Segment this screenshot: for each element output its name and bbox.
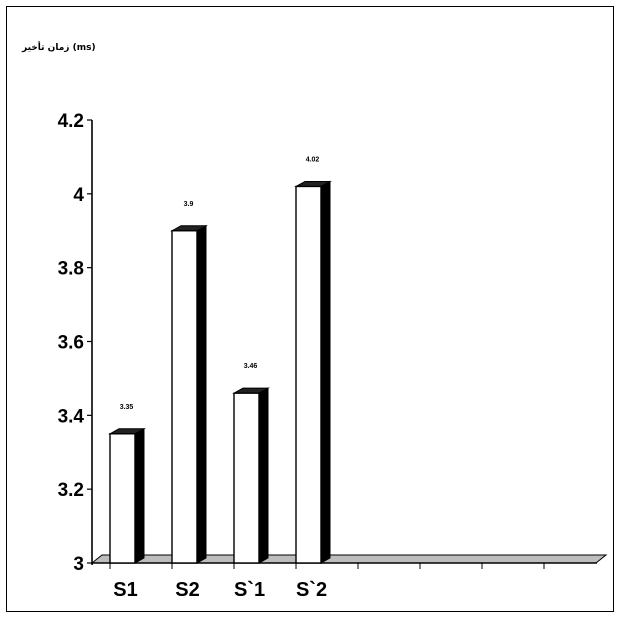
x-tick-label: S1 <box>113 579 137 601</box>
bar-S`1 <box>232 387 270 564</box>
chart-floor <box>90 554 608 564</box>
axes <box>90 120 608 569</box>
x-tick-label: S`2 <box>296 579 327 601</box>
x-tick-label: S2 <box>175 579 199 601</box>
y-axis-label: زمان تأخير (ms) <box>21 41 96 53</box>
data-labels: 3.35 3.9 3.46 4.02 <box>120 156 320 410</box>
bar-side <box>258 387 269 564</box>
bars <box>108 180 332 564</box>
bar-front <box>295 185 322 564</box>
bar-S2 <box>170 224 208 564</box>
data-label: 3.35 <box>120 404 134 411</box>
bar-side <box>134 427 145 564</box>
bar-S1 <box>108 427 146 564</box>
data-label: 4.02 <box>306 156 320 163</box>
y-tick-label: 3.4 <box>58 406 85 427</box>
bar-side <box>320 180 331 564</box>
chart-frame <box>6 6 614 612</box>
y-tick-label: 4 <box>73 185 84 206</box>
y-tick-label: 3 <box>73 554 84 575</box>
data-label: 3.9 <box>184 201 194 208</box>
y-tick-label: 3.8 <box>58 259 84 280</box>
bar-S`2 <box>294 180 332 564</box>
x-ticks: S1 S2 S`1 S`2 <box>113 579 327 601</box>
bar-front <box>109 433 136 564</box>
x-tick-label: S`1 <box>234 579 265 601</box>
y-ticks: 3 3.2 3.4 3.6 3.8 4 4.2 <box>58 111 92 575</box>
y-tick-label: 3.6 <box>58 333 84 354</box>
bar-front <box>171 230 198 564</box>
data-label: 3.46 <box>244 363 258 370</box>
bar-front <box>233 392 260 564</box>
y-tick-label: 3.2 <box>58 480 84 501</box>
bar-side <box>196 224 207 564</box>
y-tick-label: 4.2 <box>58 111 84 132</box>
